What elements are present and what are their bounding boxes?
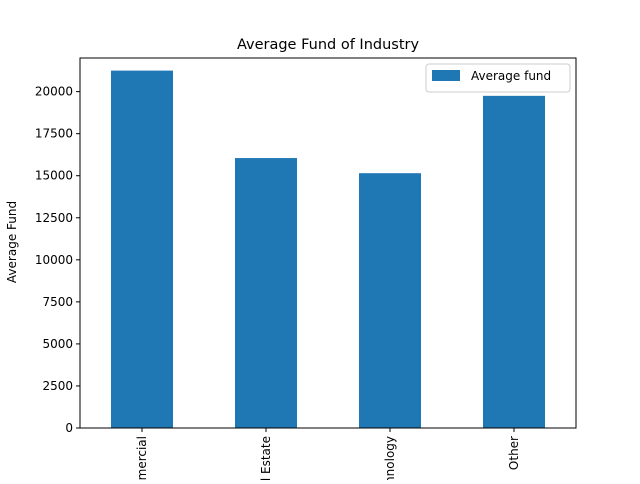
x-tick-label-2: Technology [383, 436, 397, 480]
y-tick-label-2: 5000 [42, 337, 73, 351]
bar-1 [235, 158, 297, 428]
y-axis-title: Average Fund [5, 201, 19, 283]
legend: Average fund [425, 63, 571, 93]
y-tick-label-5: 12500 [35, 211, 73, 225]
y-tick-label-0: 0 [65, 421, 73, 435]
y-tick-label-4: 10000 [35, 253, 73, 267]
plot-frame [79, 57, 577, 429]
chart-title: Average Fund of Industry [237, 37, 420, 53]
y-tick-label-6: 15000 [35, 169, 73, 183]
y-tick-label-7: 17500 [35, 127, 73, 141]
x-axis-ticks: Commercial Real Estate Technology Other [135, 428, 521, 480]
x-tick-label-1: Real Estate [259, 436, 273, 480]
y-tick-label-3: 7500 [42, 295, 73, 309]
bars-group [111, 70, 545, 429]
legend-box [425, 63, 571, 93]
y-tick-label-8: 20000 [35, 85, 73, 99]
bar-3 [483, 95, 545, 428]
x-tick-label-3: Other [507, 436, 521, 470]
y-axis-ticks: 0 2500 5000 7500 10000 12500 15000 17500 20000 [35, 85, 80, 435]
legend-label: Average fund [471, 69, 551, 83]
bar-0 [111, 70, 173, 429]
x-tick-label-0: Commercial [135, 436, 149, 480]
bar-2 [359, 173, 421, 428]
legend-swatch [432, 70, 460, 81]
y-tick-label-1: 2500 [42, 379, 73, 393]
